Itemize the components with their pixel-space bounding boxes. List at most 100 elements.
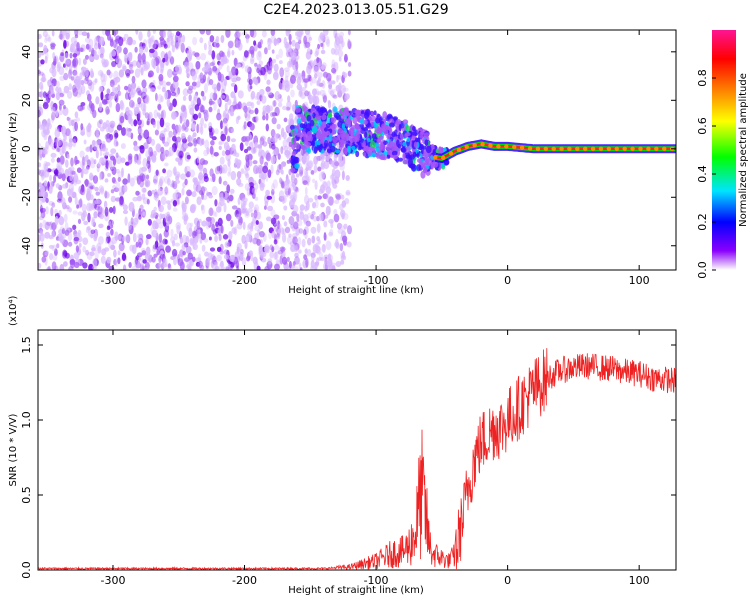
noise-point bbox=[236, 171, 242, 179]
noise-point bbox=[317, 166, 322, 172]
noise-point bbox=[119, 102, 125, 111]
noise-point bbox=[316, 91, 321, 96]
noise-point bbox=[209, 130, 214, 139]
noise-point bbox=[292, 204, 299, 214]
noise-point bbox=[213, 86, 217, 94]
noise-point bbox=[285, 43, 292, 53]
signal-point bbox=[394, 121, 400, 129]
noise-point bbox=[192, 177, 197, 183]
noise-point bbox=[245, 173, 250, 178]
noise-point bbox=[192, 36, 198, 46]
noise-point bbox=[175, 31, 181, 37]
noise-point bbox=[253, 40, 257, 46]
noise-point bbox=[144, 179, 151, 188]
noise-point bbox=[334, 32, 340, 38]
noise-point bbox=[49, 76, 54, 83]
noise-point bbox=[212, 229, 218, 235]
noise-point bbox=[338, 56, 342, 62]
noise-point bbox=[248, 109, 254, 115]
noise-point bbox=[335, 238, 339, 249]
noise-point bbox=[188, 51, 193, 61]
noise-point bbox=[249, 85, 253, 90]
noise-point bbox=[248, 71, 252, 80]
noise-point bbox=[322, 262, 328, 270]
noise-point bbox=[72, 59, 77, 65]
signal-point bbox=[409, 154, 415, 160]
noise-point bbox=[281, 256, 288, 265]
noise-point bbox=[84, 67, 89, 78]
signal-point bbox=[365, 108, 371, 117]
noise-point bbox=[68, 196, 73, 203]
noise-point bbox=[184, 178, 188, 186]
noise-point bbox=[177, 161, 183, 166]
signal-point bbox=[432, 149, 436, 157]
noise-point bbox=[341, 250, 346, 259]
noise-point bbox=[185, 119, 190, 128]
noise-point bbox=[205, 257, 211, 267]
noise-point bbox=[92, 258, 98, 269]
noise-point bbox=[50, 152, 57, 158]
noise-point bbox=[118, 242, 125, 252]
noise-point bbox=[144, 94, 150, 105]
noise-point bbox=[299, 169, 303, 177]
signal-point bbox=[405, 154, 411, 160]
noise-point bbox=[244, 240, 248, 250]
noise-point bbox=[311, 77, 317, 84]
noise-point bbox=[115, 258, 118, 267]
noise-point bbox=[282, 233, 287, 243]
noise-point bbox=[218, 145, 222, 150]
noise-point bbox=[143, 64, 149, 72]
noise-point bbox=[194, 52, 200, 58]
noise-point bbox=[259, 231, 265, 238]
noise-point bbox=[273, 63, 279, 72]
signal-point bbox=[344, 118, 350, 127]
noise-point bbox=[246, 255, 251, 262]
noise-point bbox=[127, 173, 131, 184]
noise-point bbox=[74, 34, 79, 39]
signal-point bbox=[407, 158, 414, 166]
noise-point bbox=[138, 167, 144, 176]
noise-point bbox=[98, 85, 104, 93]
signal-point bbox=[418, 143, 423, 151]
noise-point bbox=[90, 229, 96, 235]
noise-point bbox=[81, 31, 88, 36]
noise-point bbox=[326, 180, 331, 189]
noise-point bbox=[87, 93, 92, 102]
noise-point bbox=[283, 117, 288, 123]
noise-point bbox=[110, 189, 115, 194]
noise-point bbox=[38, 91, 41, 98]
noise-point bbox=[64, 141, 69, 149]
noise-point bbox=[316, 223, 321, 234]
noise-point bbox=[40, 230, 44, 237]
noise-point bbox=[114, 38, 120, 43]
signal-peak bbox=[496, 144, 501, 149]
snr-y-multiplier: (x10⁴) bbox=[8, 295, 19, 326]
noise-point bbox=[78, 243, 82, 248]
noise-point bbox=[125, 161, 130, 166]
noise-point bbox=[133, 140, 138, 147]
noise-point bbox=[125, 106, 130, 116]
noise-point bbox=[220, 260, 224, 268]
x-tick-label: -300 bbox=[100, 574, 125, 587]
signal-point bbox=[313, 146, 318, 154]
noise-point bbox=[52, 254, 58, 261]
noise-point bbox=[143, 172, 147, 182]
figure-title: C2E4.2023.013.05.51.G29 bbox=[263, 2, 448, 18]
noise-point bbox=[67, 241, 73, 247]
noise-point bbox=[233, 95, 237, 106]
noise-point bbox=[235, 40, 241, 48]
noise-point bbox=[45, 141, 49, 150]
noise-point bbox=[307, 237, 312, 246]
noise-point bbox=[331, 67, 337, 74]
noise-point bbox=[234, 152, 240, 158]
noise-point bbox=[219, 156, 225, 165]
noise-point bbox=[255, 258, 259, 266]
signal-point bbox=[318, 109, 324, 116]
noise-point bbox=[334, 161, 340, 167]
noise-point bbox=[128, 63, 134, 70]
noise-point bbox=[297, 249, 302, 254]
signal-point bbox=[412, 125, 416, 132]
noise-point bbox=[324, 35, 330, 45]
signal-point bbox=[346, 110, 349, 116]
noise-point bbox=[267, 169, 272, 179]
